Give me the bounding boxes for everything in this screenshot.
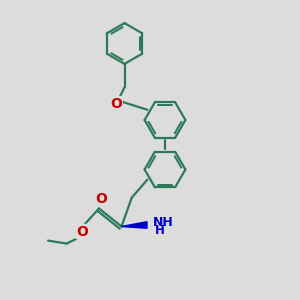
Text: O: O bbox=[76, 225, 88, 238]
Text: O: O bbox=[110, 97, 122, 111]
Polygon shape bbox=[122, 222, 147, 228]
Text: H: H bbox=[154, 224, 164, 237]
Text: NH: NH bbox=[153, 216, 173, 230]
Text: O: O bbox=[95, 192, 107, 206]
